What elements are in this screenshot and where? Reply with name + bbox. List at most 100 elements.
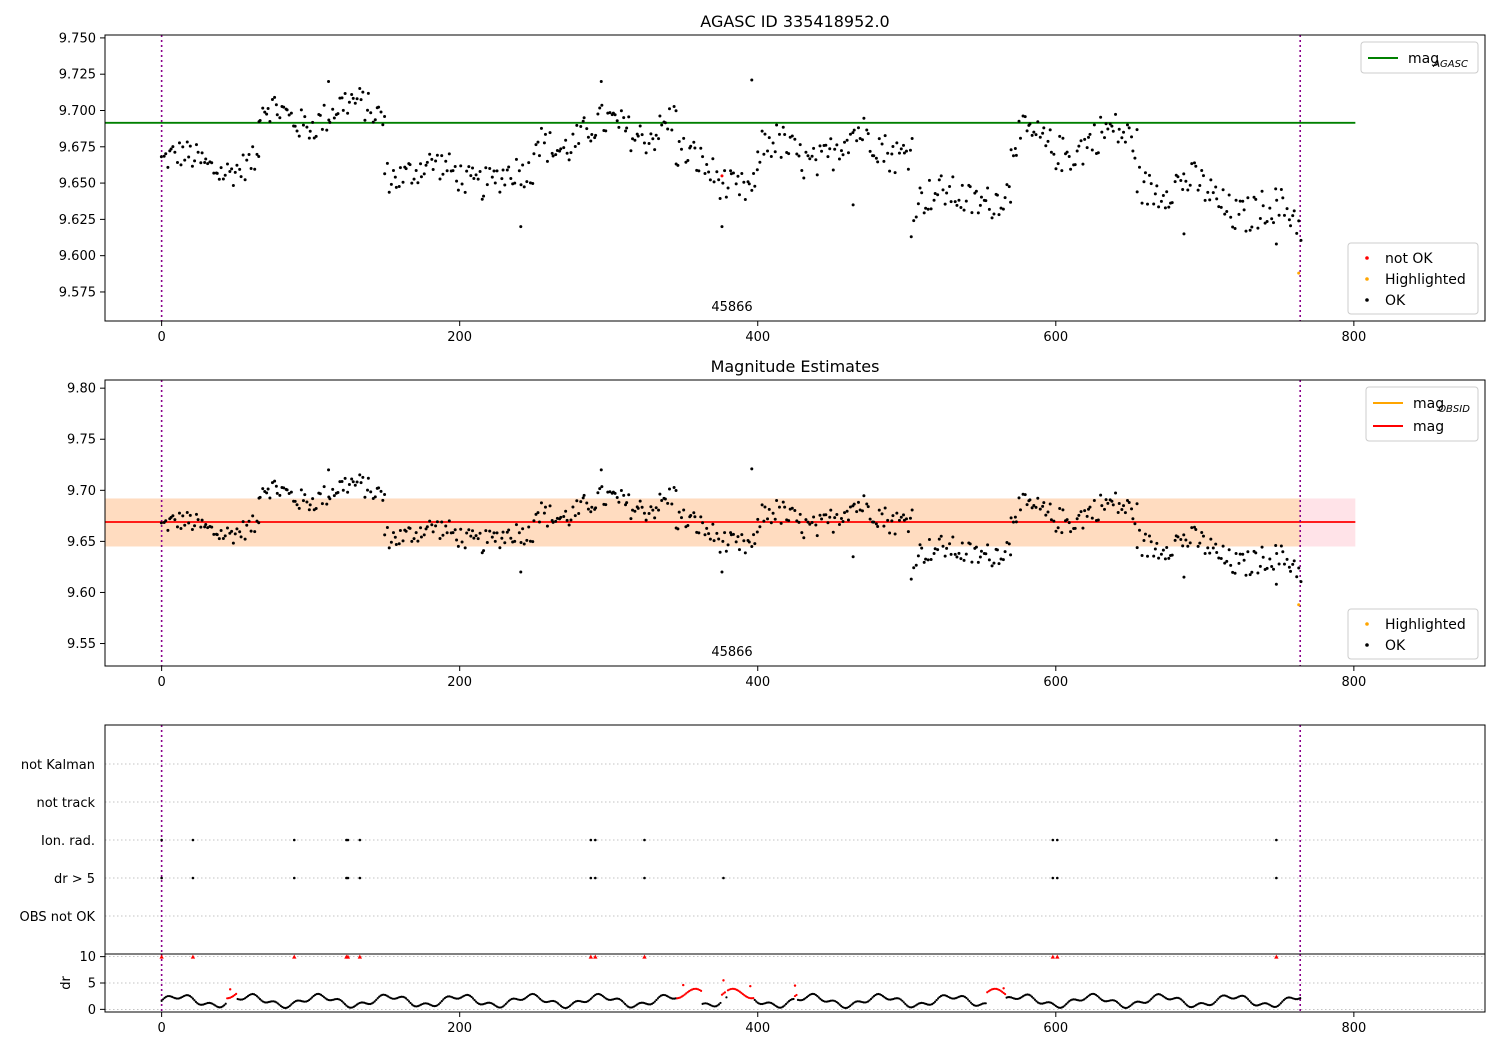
obsid-label: 45866 bbox=[711, 300, 752, 315]
data-point bbox=[1048, 128, 1052, 132]
data-point bbox=[278, 116, 282, 120]
data-point bbox=[676, 163, 680, 167]
data-point bbox=[1138, 165, 1142, 169]
data-point bbox=[212, 171, 216, 175]
data-point bbox=[185, 140, 189, 144]
data-point bbox=[1231, 225, 1235, 229]
data-point bbox=[679, 516, 683, 520]
data-point bbox=[261, 487, 265, 491]
data-point bbox=[268, 119, 272, 123]
data-point bbox=[1261, 204, 1265, 208]
dr-point bbox=[1147, 1000, 1150, 1003]
data-point bbox=[428, 152, 432, 156]
data-point bbox=[753, 542, 757, 546]
data-point bbox=[941, 544, 945, 548]
data-point bbox=[445, 531, 449, 535]
data-point bbox=[179, 527, 183, 531]
dr-point bbox=[570, 1003, 573, 1006]
data-point bbox=[206, 162, 210, 166]
data-point bbox=[579, 125, 583, 129]
data-point bbox=[1299, 238, 1303, 242]
data-point bbox=[559, 515, 563, 519]
data-point bbox=[1190, 526, 1194, 530]
data-point bbox=[953, 552, 957, 556]
data-point bbox=[193, 159, 197, 163]
data-point bbox=[743, 197, 747, 201]
data-point bbox=[937, 178, 941, 182]
data-point bbox=[581, 119, 585, 123]
data-point bbox=[914, 215, 918, 219]
data-point bbox=[1272, 567, 1276, 571]
data-point bbox=[705, 526, 709, 530]
data-point bbox=[387, 190, 391, 194]
agasc-magnitude-panel: AGASC ID 335418952.0 9.750 9.725 9.700 9.67… bbox=[59, 12, 1486, 345]
data-point bbox=[1103, 507, 1107, 511]
data-point bbox=[627, 493, 631, 497]
y-tick-label: 9.725 bbox=[59, 68, 96, 83]
data-point bbox=[554, 153, 558, 157]
data-point bbox=[567, 523, 571, 527]
data-point bbox=[441, 533, 445, 537]
data-point bbox=[474, 534, 478, 538]
data-point bbox=[181, 514, 185, 518]
data-point bbox=[777, 132, 781, 136]
data-point bbox=[1265, 566, 1269, 570]
data-point bbox=[968, 185, 972, 189]
data-point bbox=[1122, 504, 1126, 508]
data-point bbox=[482, 194, 486, 198]
data-point bbox=[734, 182, 738, 186]
data-point bbox=[1215, 197, 1219, 201]
dr-point bbox=[372, 1001, 375, 1004]
data-point bbox=[649, 505, 653, 509]
dr-point bbox=[406, 998, 409, 1001]
data-point bbox=[579, 500, 583, 504]
dr-point bbox=[901, 999, 904, 1002]
data-point bbox=[654, 506, 658, 510]
data-point bbox=[800, 531, 804, 535]
data-point bbox=[783, 132, 787, 136]
data-point bbox=[282, 486, 286, 490]
data-point bbox=[926, 207, 930, 211]
data-point bbox=[173, 518, 177, 522]
flag-point bbox=[594, 876, 597, 880]
data-point bbox=[401, 539, 405, 543]
data-point bbox=[720, 225, 724, 229]
data-point bbox=[846, 151, 850, 155]
data-point bbox=[350, 477, 354, 481]
data-point bbox=[225, 526, 229, 530]
data-point bbox=[1200, 530, 1204, 534]
data-point bbox=[1242, 558, 1246, 562]
data-point bbox=[441, 172, 445, 176]
data-point bbox=[573, 514, 577, 518]
data-point bbox=[490, 175, 494, 179]
data-point bbox=[478, 531, 482, 535]
data-point bbox=[351, 480, 355, 484]
x-tick-label: 800 bbox=[1341, 330, 1366, 345]
x-tick-label: 400 bbox=[745, 330, 770, 345]
data-point bbox=[984, 199, 988, 203]
data-point bbox=[444, 159, 448, 163]
flag-point bbox=[1051, 838, 1055, 842]
data-point bbox=[513, 539, 517, 543]
dr-point bbox=[781, 1005, 785, 1008]
dr-point bbox=[1094, 993, 1098, 997]
data-point bbox=[1260, 545, 1264, 549]
data-point bbox=[1079, 139, 1083, 143]
data-point bbox=[804, 150, 808, 154]
data-point bbox=[951, 535, 955, 539]
data-point bbox=[929, 207, 933, 211]
data-point bbox=[340, 96, 344, 100]
dr-point bbox=[592, 994, 595, 998]
data-point bbox=[1085, 146, 1089, 150]
dr-point bbox=[1243, 995, 1247, 998]
data-point bbox=[922, 560, 926, 564]
data-point bbox=[1143, 532, 1147, 536]
data-point bbox=[177, 141, 181, 145]
dr-point bbox=[835, 1000, 838, 1004]
data-point bbox=[868, 517, 872, 521]
data-point bbox=[1061, 136, 1065, 140]
data-point bbox=[1223, 212, 1227, 216]
data-point bbox=[937, 537, 941, 541]
y-tick-label: 9.700 bbox=[59, 104, 96, 119]
data-point bbox=[1234, 551, 1238, 555]
